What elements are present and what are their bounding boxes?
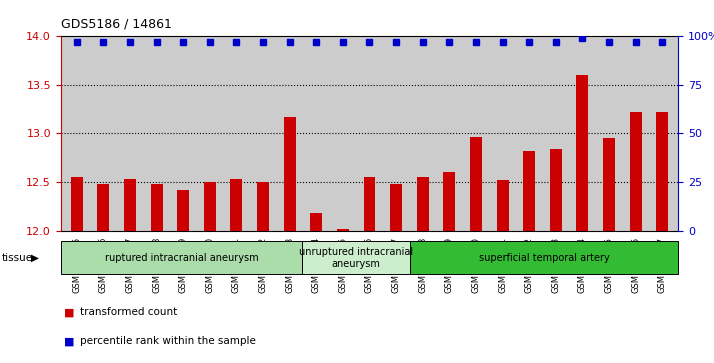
Bar: [576, 75, 588, 231]
Bar: [337, 229, 349, 231]
Text: ▶: ▶: [31, 253, 39, 263]
Text: transformed count: transformed count: [80, 307, 177, 317]
Text: ruptured intracranial aneurysm: ruptured intracranial aneurysm: [105, 253, 258, 263]
Bar: [177, 190, 189, 231]
Bar: [311, 213, 322, 231]
Bar: [443, 172, 456, 231]
Bar: [363, 177, 376, 231]
Bar: [523, 151, 536, 231]
Bar: [550, 149, 562, 231]
Bar: [257, 182, 269, 231]
Text: GDS5186 / 14861: GDS5186 / 14861: [61, 18, 171, 31]
Bar: [97, 184, 109, 231]
Bar: [603, 138, 615, 231]
Text: ■: ■: [64, 307, 75, 317]
Text: ■: ■: [64, 336, 75, 346]
Bar: [417, 177, 428, 231]
Bar: [71, 177, 83, 231]
Bar: [630, 112, 642, 231]
Bar: [497, 180, 508, 231]
Bar: [124, 179, 136, 231]
Text: superficial temporal artery: superficial temporal artery: [478, 253, 610, 263]
Text: tissue: tissue: [2, 253, 34, 263]
Text: percentile rank within the sample: percentile rank within the sample: [80, 336, 256, 346]
Bar: [390, 184, 402, 231]
Bar: [151, 184, 163, 231]
Text: unruptured intracranial
aneurysm: unruptured intracranial aneurysm: [299, 247, 413, 269]
Bar: [283, 117, 296, 231]
Bar: [203, 182, 216, 231]
Bar: [656, 112, 668, 231]
Bar: [470, 137, 482, 231]
Bar: [231, 179, 242, 231]
